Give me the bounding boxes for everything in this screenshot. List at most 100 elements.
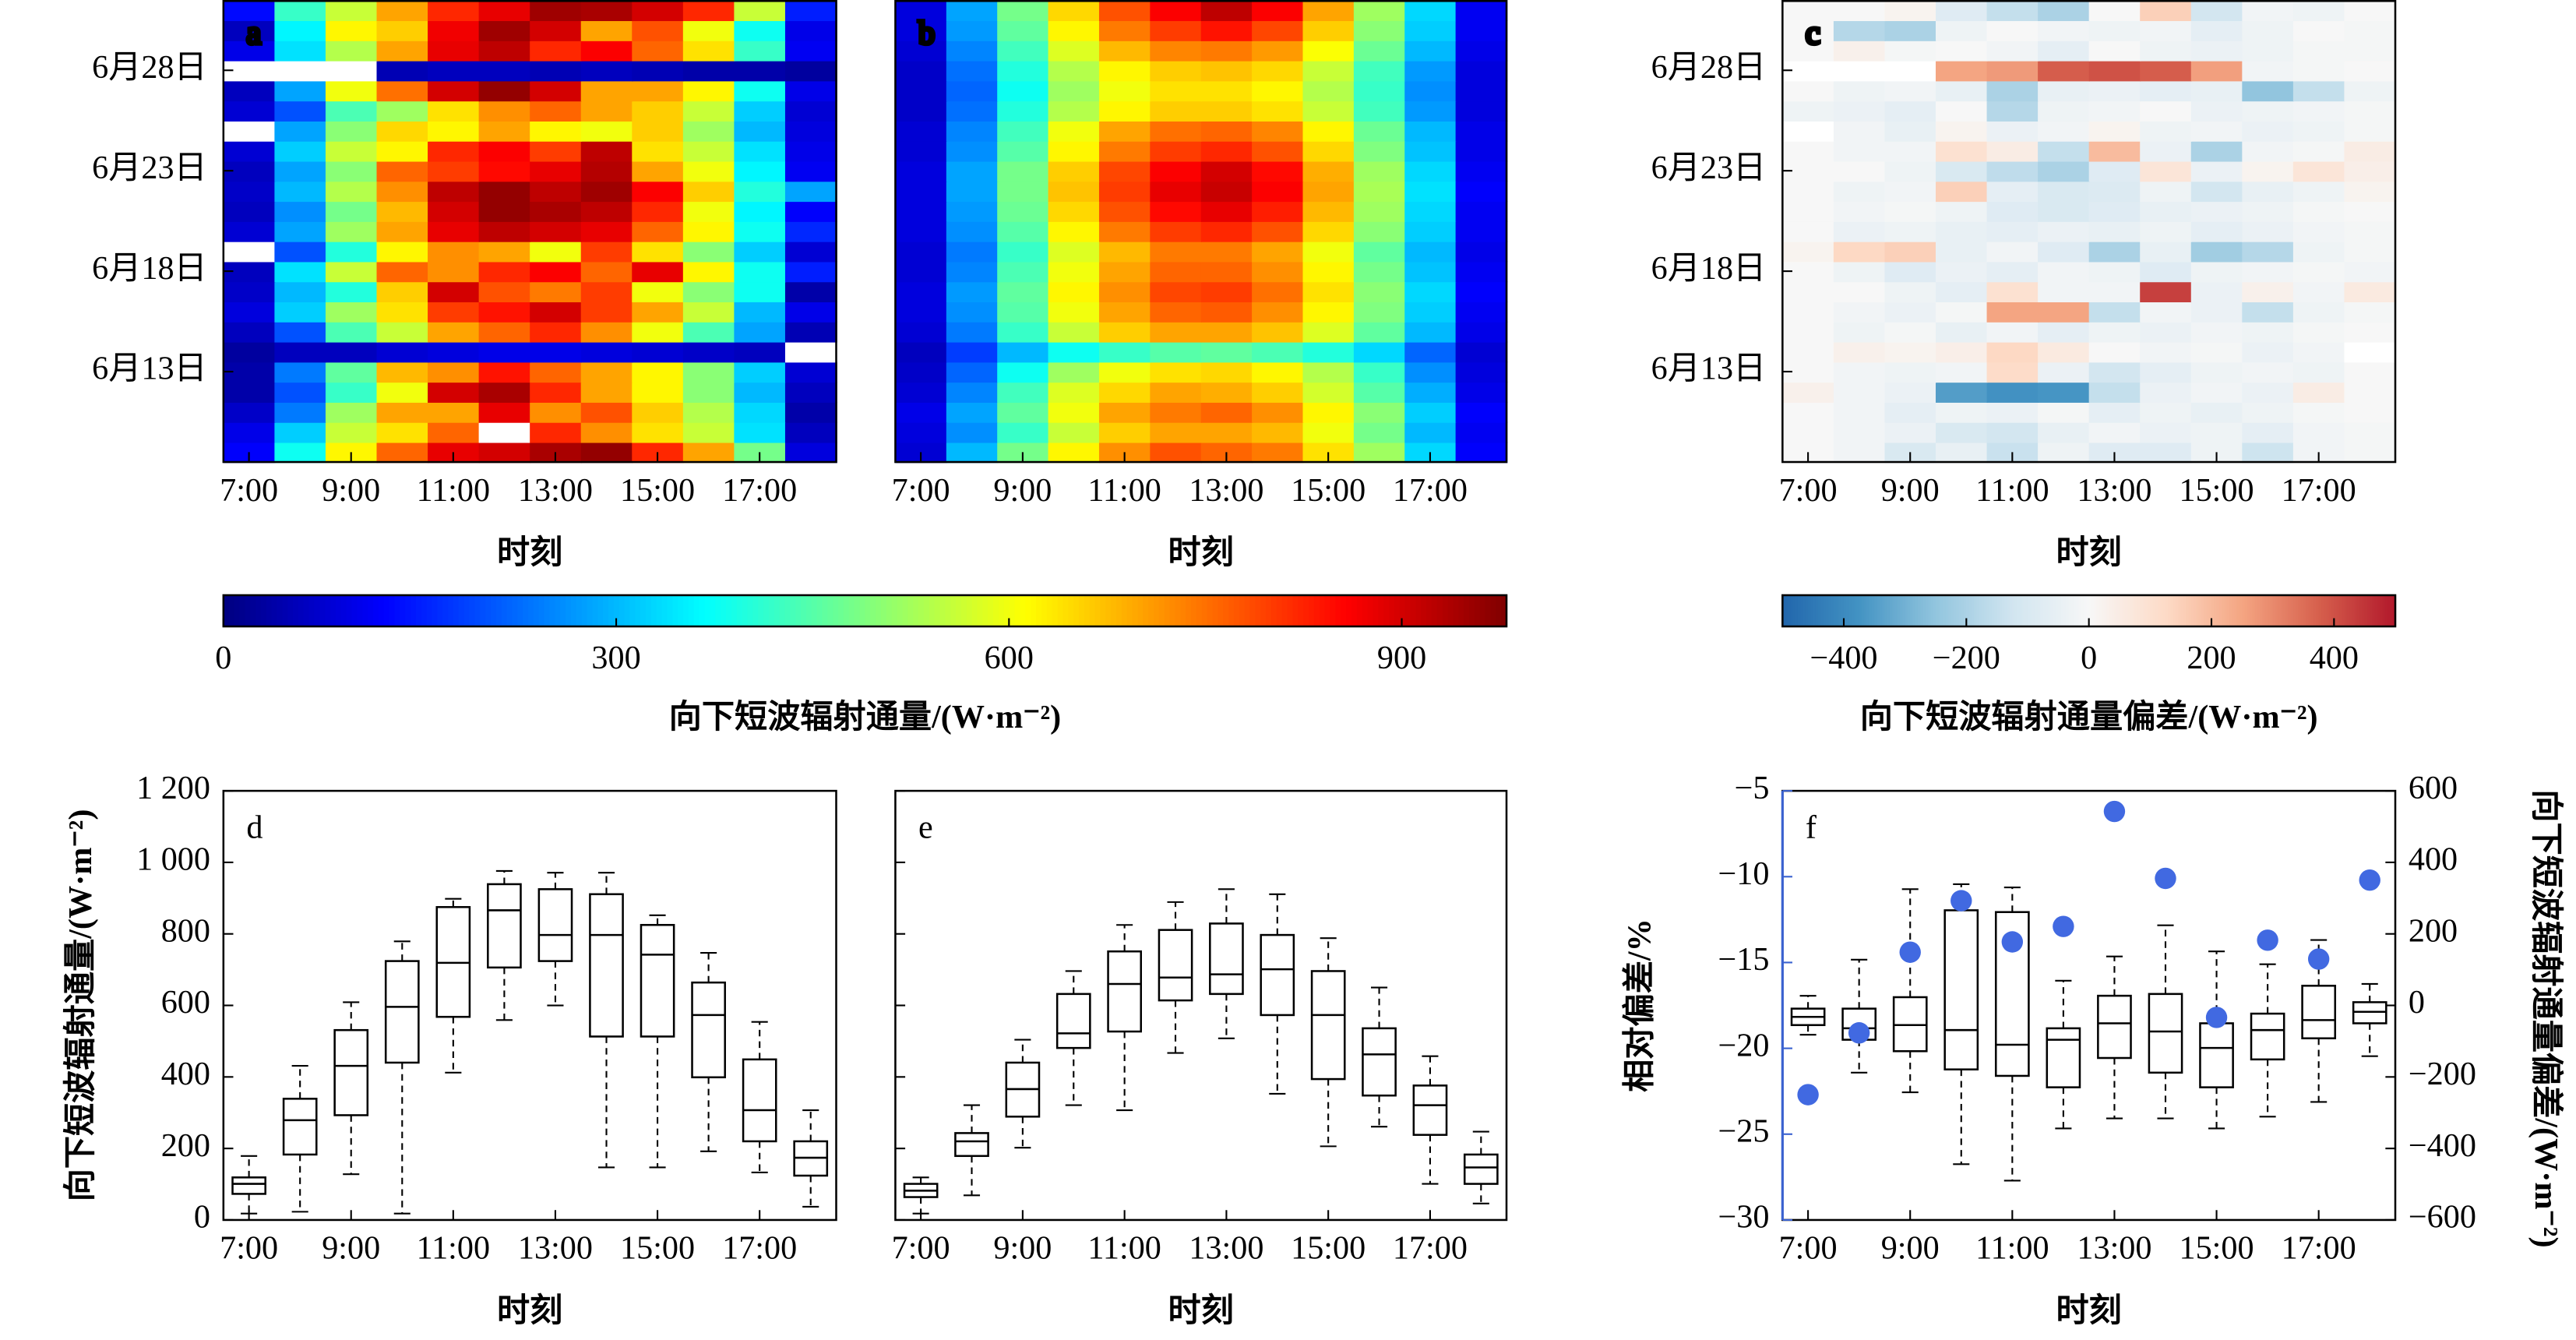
heat-cell xyxy=(734,261,787,283)
colorbar-step xyxy=(1966,594,1970,627)
x-tick-label: 7:00 xyxy=(220,472,278,509)
y-tick-label: −20 xyxy=(1718,1027,1769,1063)
heat-cell xyxy=(478,140,531,162)
heat-cell xyxy=(946,200,999,222)
colorbar-step xyxy=(2198,594,2202,627)
colorbar-step xyxy=(330,594,337,627)
heat-cell xyxy=(1884,361,1937,383)
colorbar-step xyxy=(1810,594,1814,627)
colorbar-step xyxy=(1276,594,1283,627)
colorbar-step xyxy=(260,594,267,627)
colorbar-step xyxy=(448,594,455,627)
heat-cell xyxy=(325,80,378,102)
colorbar-step xyxy=(891,594,898,627)
colorbar-step xyxy=(394,594,401,627)
heat-cell xyxy=(376,0,429,22)
heat-cell xyxy=(580,100,633,122)
colorbar-step xyxy=(2342,594,2345,627)
heat-cell xyxy=(223,381,276,403)
colorbar-step xyxy=(603,594,610,627)
heat-cell xyxy=(734,120,787,142)
heat-cell xyxy=(1782,19,1835,41)
colorbar-step xyxy=(1897,594,1901,627)
heat-cell xyxy=(1986,200,2039,222)
colorbar-step xyxy=(2144,594,2149,627)
heat-cell xyxy=(1200,220,1253,242)
colorbar-step xyxy=(897,594,904,627)
heat-cell xyxy=(997,0,1049,22)
heat-cell xyxy=(997,421,1049,443)
colorbar-step xyxy=(1485,594,1492,627)
heat-cell xyxy=(1935,280,1988,303)
heat-cell xyxy=(946,160,999,182)
heat-cell xyxy=(1048,160,1101,182)
colorbar-step xyxy=(2050,594,2054,627)
y-tick-label: 6月28日 xyxy=(1651,49,1767,86)
heat-cell xyxy=(1935,181,1988,203)
heat-cell xyxy=(632,100,685,122)
heat-cell xyxy=(1986,421,2039,443)
heat-cell xyxy=(895,401,948,423)
colorbar-tick-label: 0 xyxy=(2081,640,2097,676)
x-axis-label: 时刻 xyxy=(1168,534,1234,571)
heat-cell xyxy=(895,341,948,363)
heat-cell xyxy=(895,261,948,283)
heat-cell xyxy=(325,140,378,162)
heat-cell xyxy=(997,80,1049,102)
colorbar-step xyxy=(1223,594,1230,627)
heat-cell xyxy=(1935,321,1988,343)
panel-label: d xyxy=(246,809,263,845)
y-tick-label: 0 xyxy=(194,1199,210,1236)
heat-cell xyxy=(2140,401,2193,423)
heat-cell xyxy=(1455,40,1508,62)
heat-cell xyxy=(1935,241,1988,263)
heat-cell xyxy=(997,241,1049,263)
heat-cell xyxy=(2140,160,2193,182)
heat-cell xyxy=(2088,301,2141,323)
colorbar-step xyxy=(2112,594,2116,627)
colorbar-step xyxy=(2364,594,2369,627)
colorbar-step xyxy=(2390,594,2394,627)
heat-cell xyxy=(1098,40,1151,62)
colorbar-step xyxy=(2201,594,2205,627)
colorbar-step xyxy=(1041,594,1048,627)
heat-cell xyxy=(1884,381,1937,403)
colorbar-step xyxy=(805,594,812,627)
heat-cell xyxy=(376,442,429,464)
heat-cell xyxy=(1833,0,1886,22)
heat-cell xyxy=(1782,200,1835,222)
colorbar-step xyxy=(432,594,439,627)
colorbar-step xyxy=(1787,594,1792,627)
heat-cell xyxy=(946,0,999,22)
heat-cell xyxy=(895,140,948,162)
heat-cell xyxy=(580,40,633,62)
heat-cell xyxy=(1404,200,1457,222)
heat-cell xyxy=(2038,301,2090,323)
colorbar-step xyxy=(1031,594,1038,627)
colorbar-step xyxy=(592,594,599,627)
heat-cell xyxy=(997,100,1049,122)
colorbar-step xyxy=(1143,594,1150,627)
heat-cell xyxy=(1986,80,2039,102)
heat-cell xyxy=(682,40,735,62)
heat-cell xyxy=(376,241,429,263)
heat-cell xyxy=(530,120,582,142)
heat-cell xyxy=(325,181,378,203)
colorbar-step xyxy=(2282,594,2287,627)
heat-cell xyxy=(895,120,948,142)
heat-cell xyxy=(784,341,837,363)
heat-cell xyxy=(478,341,531,363)
heat-cell xyxy=(734,40,787,62)
heat-cell xyxy=(530,220,582,242)
colorbar-step xyxy=(2104,594,2108,627)
heat-cell xyxy=(580,160,633,182)
heat-cell xyxy=(734,181,787,203)
y-tick-label: 400 xyxy=(161,1056,210,1092)
heat-cell xyxy=(1048,280,1101,303)
heat-cell xyxy=(274,19,327,41)
plot-frame xyxy=(1781,0,2397,464)
colorbar-step xyxy=(1953,594,1958,627)
heat-cell xyxy=(274,40,327,62)
heat-cell xyxy=(997,361,1049,383)
colorbar-step xyxy=(576,594,583,627)
